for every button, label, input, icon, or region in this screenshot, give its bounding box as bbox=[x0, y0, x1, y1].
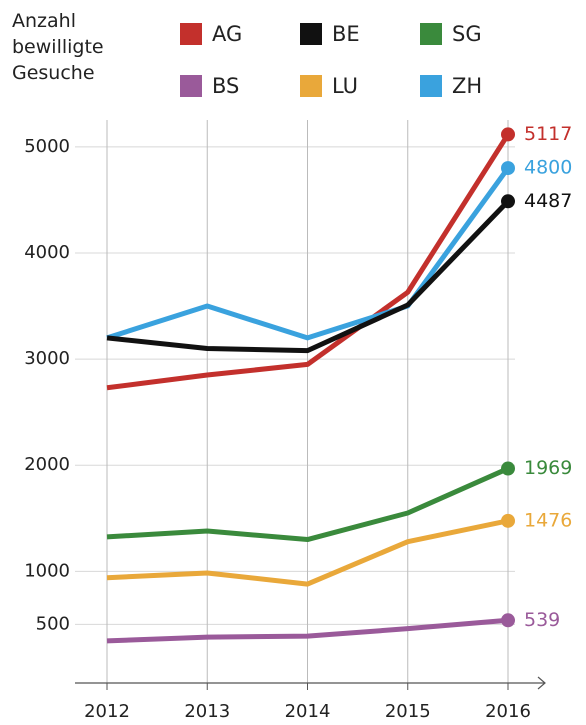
legend-swatch bbox=[420, 75, 442, 97]
y-tick-label: 2000 bbox=[24, 454, 70, 475]
y-tick-label: 500 bbox=[36, 613, 70, 634]
series-line bbox=[106, 518, 509, 587]
legend-swatch bbox=[300, 75, 322, 97]
legend-label: SG bbox=[452, 22, 482, 46]
legend-label: BS bbox=[212, 74, 239, 98]
y-tick-label: 1000 bbox=[24, 560, 70, 581]
end-point bbox=[501, 127, 515, 142]
chart-title: Anzahl bewilligte Gesuche bbox=[12, 10, 104, 84]
legend-label: LU bbox=[332, 74, 358, 98]
end-point bbox=[501, 194, 515, 209]
legend-label: AG bbox=[212, 22, 242, 46]
value-label: 5117 bbox=[524, 123, 572, 145]
series-line bbox=[106, 133, 511, 391]
series-line bbox=[106, 199, 510, 354]
x-tick-label: 2016 bbox=[485, 701, 531, 722]
x-tick-label: 2014 bbox=[285, 701, 331, 722]
legend-swatch bbox=[300, 23, 322, 45]
legend-swatch bbox=[180, 75, 202, 97]
value-label: 1476 bbox=[524, 509, 572, 531]
value-label: 4800 bbox=[524, 157, 572, 179]
value-label: 1969 bbox=[524, 457, 572, 479]
legend-swatch bbox=[420, 23, 442, 45]
y-tick-label: 5000 bbox=[24, 136, 70, 157]
series-line bbox=[106, 166, 511, 341]
series-line bbox=[106, 617, 509, 644]
value-label: 4487 bbox=[524, 190, 572, 212]
end-point bbox=[501, 513, 515, 528]
x-axis-arrow bbox=[537, 676, 546, 690]
legend-swatch bbox=[180, 23, 202, 45]
legend-label: ZH bbox=[452, 74, 482, 98]
y-tick-label: 4000 bbox=[24, 242, 70, 263]
x-tick-label: 2013 bbox=[184, 701, 230, 722]
end-point bbox=[501, 161, 515, 176]
legend-label: BE bbox=[332, 22, 360, 46]
end-point bbox=[501, 461, 515, 476]
end-point bbox=[501, 613, 515, 628]
x-tick-label: 2015 bbox=[385, 701, 431, 722]
value-label: 539 bbox=[524, 609, 560, 631]
series-line bbox=[106, 466, 510, 543]
y-tick-label: 3000 bbox=[24, 348, 70, 369]
x-tick-label: 2012 bbox=[84, 701, 130, 722]
